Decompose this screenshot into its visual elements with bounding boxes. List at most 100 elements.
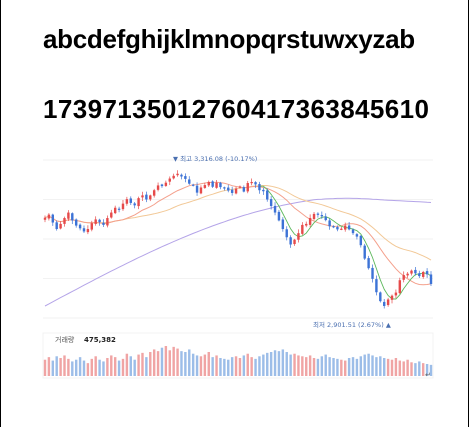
volume-bar — [160, 347, 164, 376]
candle-body — [410, 270, 413, 274]
volume-bar — [47, 357, 51, 376]
candle-body — [289, 237, 292, 245]
candle-body — [215, 182, 218, 188]
volume-bar — [269, 352, 273, 376]
candle-body — [355, 234, 359, 237]
candle-body — [254, 182, 257, 185]
volume-bar — [98, 359, 101, 376]
volume-bar — [113, 357, 117, 376]
candle-body — [199, 187, 203, 194]
candle-body — [191, 184, 195, 186]
candle-body — [71, 213, 74, 221]
volume-bar — [102, 361, 105, 376]
volume-bar — [74, 359, 78, 376]
candle-body — [347, 225, 351, 230]
high-annotation: ▼ 최고 3,316.08 (-10.17%) — [173, 154, 257, 163]
candle-body — [312, 213, 316, 220]
volume-bar — [71, 361, 74, 376]
volume-bar — [250, 357, 253, 376]
volume-bar — [254, 358, 257, 376]
volume-bar — [402, 361, 405, 376]
moving-average-lines — [44, 181, 432, 307]
volume-bar — [230, 357, 234, 376]
candle-body — [367, 258, 370, 269]
candle-body — [421, 271, 425, 277]
candle-body — [149, 195, 152, 200]
volume-bar — [164, 346, 168, 376]
volume-bar — [242, 355, 246, 376]
candle-body — [305, 223, 308, 226]
candle-body — [156, 185, 160, 190]
volume-bar — [429, 364, 433, 376]
volume-bar — [191, 353, 195, 376]
volume-bar — [215, 355, 218, 376]
candle-body — [195, 185, 199, 193]
volume-bar — [266, 352, 269, 376]
candle-body — [285, 229, 288, 238]
volume-bar — [324, 354, 327, 376]
volume-bars — [43, 346, 433, 376]
candle-body — [207, 181, 210, 186]
volume-bar — [371, 355, 374, 376]
volume-bar — [355, 358, 359, 376]
volume-bar — [351, 357, 355, 376]
volume-bar — [211, 357, 214, 376]
volume-bar — [149, 352, 152, 376]
volume-bar — [106, 358, 109, 376]
candle-body — [152, 190, 156, 196]
volume-bar — [386, 358, 390, 376]
candle-body — [425, 271, 429, 275]
candle-body — [269, 199, 273, 207]
volume-bar — [94, 356, 97, 376]
volume-bar — [227, 359, 230, 376]
candle-body — [363, 245, 366, 259]
candle-body — [351, 229, 355, 234]
volume-bar — [90, 358, 93, 376]
volume-bar — [63, 355, 66, 376]
volume-bar — [199, 356, 203, 376]
candle-body — [324, 216, 327, 221]
volume-bar — [133, 359, 136, 376]
volume-bar — [293, 353, 296, 376]
volume-bar — [86, 363, 90, 376]
volume-bar — [117, 360, 121, 376]
volume-bar — [328, 357, 331, 376]
candle-body — [308, 218, 312, 225]
volume-bar — [347, 358, 351, 376]
volume-bar — [172, 346, 175, 376]
volume-bar — [219, 358, 222, 376]
candle-body — [141, 195, 144, 198]
candle-body — [47, 214, 51, 219]
volume-bar — [425, 364, 429, 376]
candle-body — [172, 175, 175, 179]
volume-bar — [207, 352, 210, 376]
candle-body — [273, 205, 277, 213]
candle-body — [293, 239, 296, 245]
candle-body — [297, 233, 300, 240]
candle-body — [320, 215, 324, 217]
candle-body — [402, 275, 405, 280]
volume-bar — [234, 356, 238, 376]
volume-bar — [137, 354, 140, 376]
candle-body — [242, 187, 246, 192]
candle-body — [113, 207, 117, 214]
volume-bar — [67, 358, 70, 376]
volume-bar — [141, 352, 144, 376]
volume-value: 475,382 — [84, 336, 116, 344]
candle-body — [262, 189, 265, 192]
candle-body — [86, 229, 90, 233]
volume-bar — [176, 348, 179, 376]
volume-bar — [43, 359, 47, 376]
candle-body — [406, 273, 409, 276]
volume-bar — [414, 363, 417, 376]
volume-bar — [156, 351, 160, 376]
volume-bar — [359, 356, 363, 376]
volume-bar — [168, 350, 171, 376]
volume-bar — [398, 360, 402, 376]
volume-bar — [336, 358, 339, 376]
volume-label: 거래량 — [55, 335, 75, 344]
volume-bar — [297, 355, 300, 376]
candle-body — [168, 178, 171, 182]
candle-body — [164, 182, 168, 186]
volume-bar — [305, 357, 308, 376]
